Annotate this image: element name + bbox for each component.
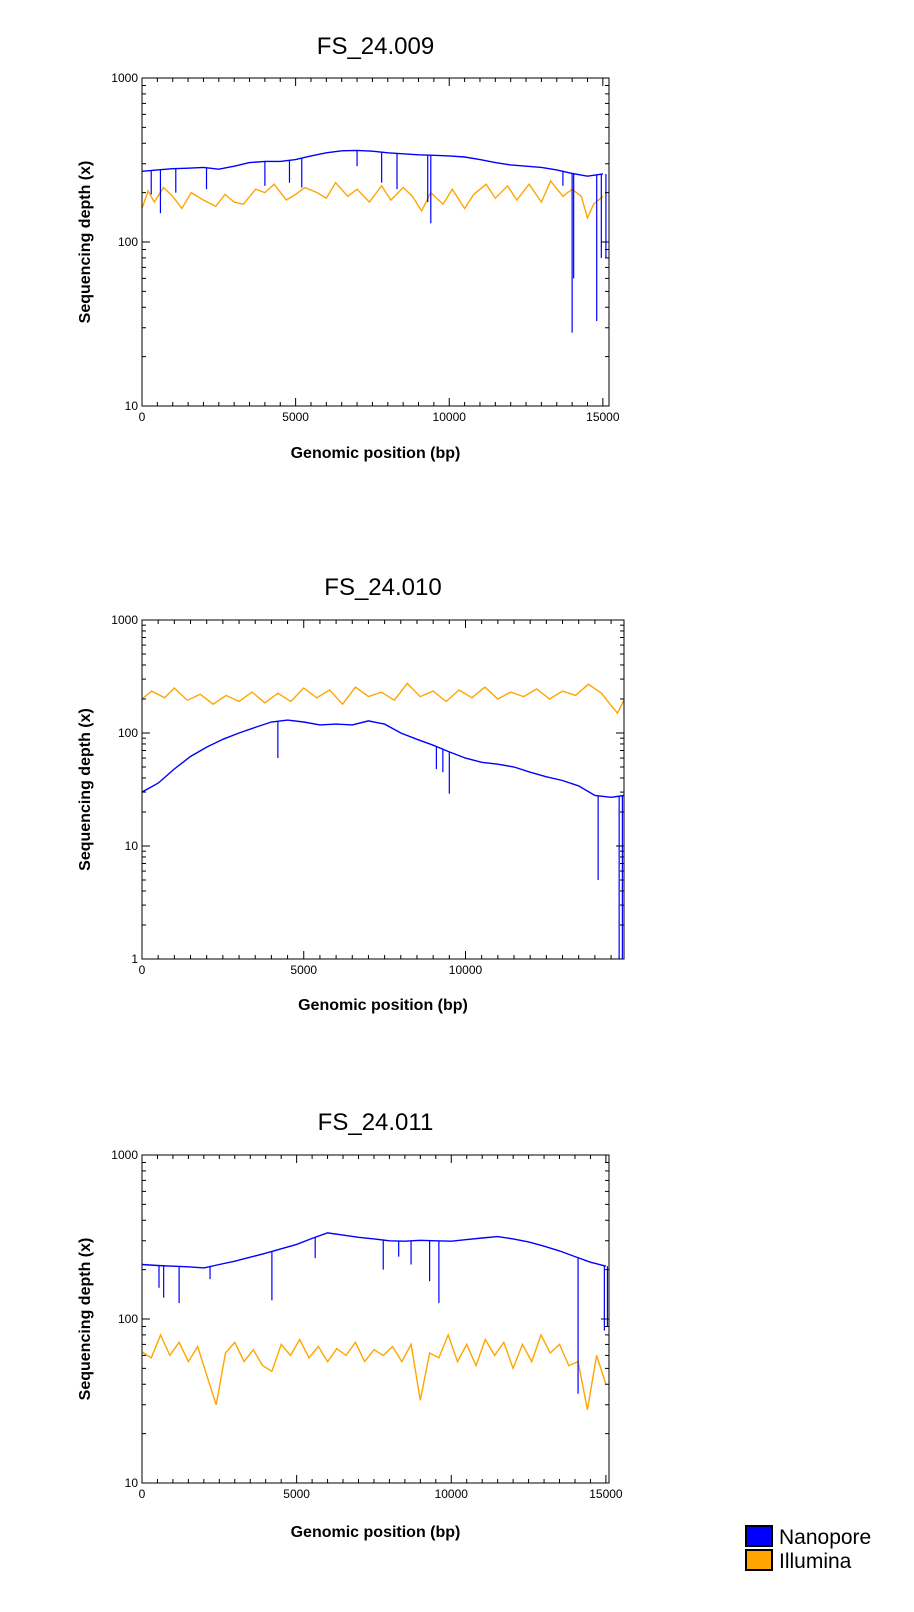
series-line-illumina: [142, 1332, 607, 1410]
series-line-illumina: [142, 682, 624, 715]
legend: Nanopore Illumina: [745, 1525, 871, 1573]
series-line-illumina: [142, 179, 604, 221]
x-tick-label: 5000: [290, 963, 317, 977]
series-illumina: [142, 179, 604, 221]
x-tick-label: 5000: [282, 410, 309, 424]
x-tick-label: 0: [139, 410, 146, 424]
chart-panel-2: FS_24.010 Sequencing depth (x) Genomic pos…: [77, 574, 625, 1014]
x-tick-label: 0: [139, 1487, 146, 1501]
y-tick-label: 10: [125, 1476, 139, 1490]
plot-frame: [141, 619, 625, 960]
legend-label-nanopore: Nanopore: [779, 1526, 871, 1549]
x-axis-label: Genomic position (bp): [291, 1524, 461, 1541]
y-tick-label: 100: [118, 726, 138, 740]
x-tick-label: 10000: [435, 1487, 469, 1501]
x-axis-label: Genomic position (bp): [298, 997, 468, 1014]
y-axis-label: Sequencing depth (x): [77, 708, 94, 871]
series-line-nanopore: [142, 1232, 607, 1269]
x-tick-label: 15000: [589, 1487, 623, 1501]
series-nanopore: [142, 149, 607, 333]
y-tick-label: 10: [125, 399, 139, 413]
y-tick-label: 100: [118, 235, 138, 249]
y-axis-label: Sequencing depth (x): [77, 161, 94, 324]
legend-swatch-nanopore: [745, 1525, 773, 1547]
y-tick-label: 100: [118, 1312, 138, 1326]
legend-label-illumina: Illumina: [779, 1550, 852, 1573]
y-tick-label: 1000: [111, 1148, 138, 1162]
chart-title: FS_24.010: [324, 574, 441, 601]
chart-panel-3: FS_24.011 Sequencing depth (x) Genomic pos…: [77, 1109, 623, 1541]
series-line-nanopore: [142, 149, 604, 177]
series-line-nanopore: [142, 719, 624, 799]
x-tick-label: 10000: [449, 963, 483, 977]
series-illumina: [142, 1332, 607, 1410]
legend-item-illumina: Illumina: [745, 1549, 852, 1573]
series-nanopore: [142, 719, 624, 959]
y-tick-label: 1000: [111, 613, 138, 627]
legend-item-nanopore: Nanopore: [745, 1525, 871, 1549]
x-tick-label: 5000: [283, 1487, 310, 1501]
y-tick-label: 10: [125, 839, 139, 853]
x-axis-label: Genomic position (bp): [291, 445, 461, 462]
chart-title: FS_24.011: [318, 1109, 434, 1136]
series-illumina: [142, 682, 624, 715]
x-tick-label: 0: [139, 963, 146, 977]
x-tick-label: 15000: [586, 410, 620, 424]
chart-title: FS_24.009: [317, 33, 434, 60]
y-tick-label: 1: [131, 952, 138, 966]
chart-panel-1: FS_24.009 Sequencing depth (x) Genomic pos…: [77, 33, 620, 462]
y-axis-label: Sequencing depth (x): [77, 1238, 94, 1401]
series-nanopore: [142, 1232, 609, 1394]
x-tick-label: 10000: [433, 410, 467, 424]
legend-swatch-illumina: [745, 1549, 773, 1571]
y-tick-label: 1000: [111, 71, 138, 85]
